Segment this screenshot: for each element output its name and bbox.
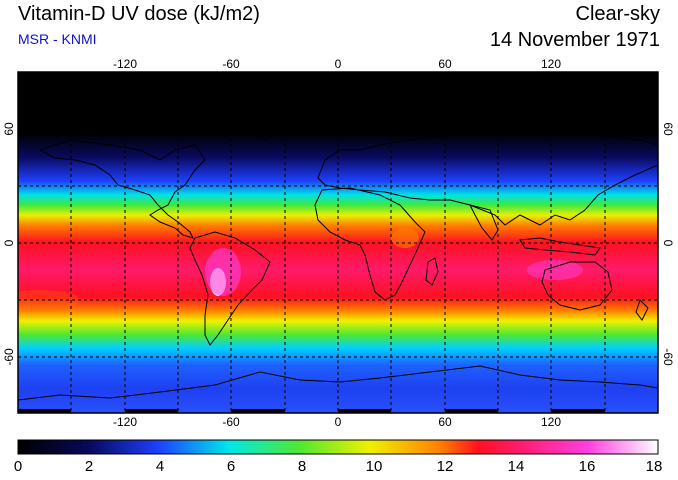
lon-tick-top: -60 xyxy=(222,57,240,71)
colorbar-tick: 14 xyxy=(507,458,525,475)
frame-bars xyxy=(18,72,605,413)
map-subtitle: MSR - KNMI xyxy=(18,31,97,47)
lat-tick-left: 0 xyxy=(2,239,16,246)
lon-tick-bottom: 60 xyxy=(438,415,452,429)
lat-tick-right: -60 xyxy=(661,348,675,366)
map-title: Vitamin-D UV dose (kJ/m2) xyxy=(18,3,260,25)
colorbar-tick: 0 xyxy=(13,458,23,475)
colorbar-tick: 6 xyxy=(226,458,236,475)
dose-field xyxy=(18,72,658,413)
lon-tick-top: 0 xyxy=(335,57,342,71)
lon-tick-bottom: -60 xyxy=(222,415,240,429)
sky-condition-label: Clear-sky xyxy=(575,3,660,25)
lat-tick-right: 0 xyxy=(661,240,675,247)
lon-tick-bottom: -120 xyxy=(113,415,137,429)
colorbar-tick: 10 xyxy=(365,458,383,475)
colorbar-tick: 18 xyxy=(645,458,663,475)
lat-tick-right: 60 xyxy=(661,122,675,136)
coastlines xyxy=(18,94,658,401)
colorbar xyxy=(17,439,659,455)
colorbar-tick: 12 xyxy=(436,458,454,475)
lon-tick-bottom: 120 xyxy=(541,415,561,429)
colorbar-tick: 8 xyxy=(297,458,307,475)
colorbar-tick: 16 xyxy=(578,458,596,475)
lon-tick-bottom: 0 xyxy=(335,415,342,429)
lat-tick-left: -60 xyxy=(2,348,16,366)
colorbar-tick: 2 xyxy=(84,458,94,475)
colorbar-tick: 4 xyxy=(155,458,165,475)
lon-tick-top: 120 xyxy=(541,57,561,71)
lon-tick-top: 60 xyxy=(438,57,452,71)
lon-tick-top: -120 xyxy=(113,57,137,71)
lat-tick-left: 60 xyxy=(2,122,16,136)
map-date: 14 November 1971 xyxy=(489,29,660,51)
